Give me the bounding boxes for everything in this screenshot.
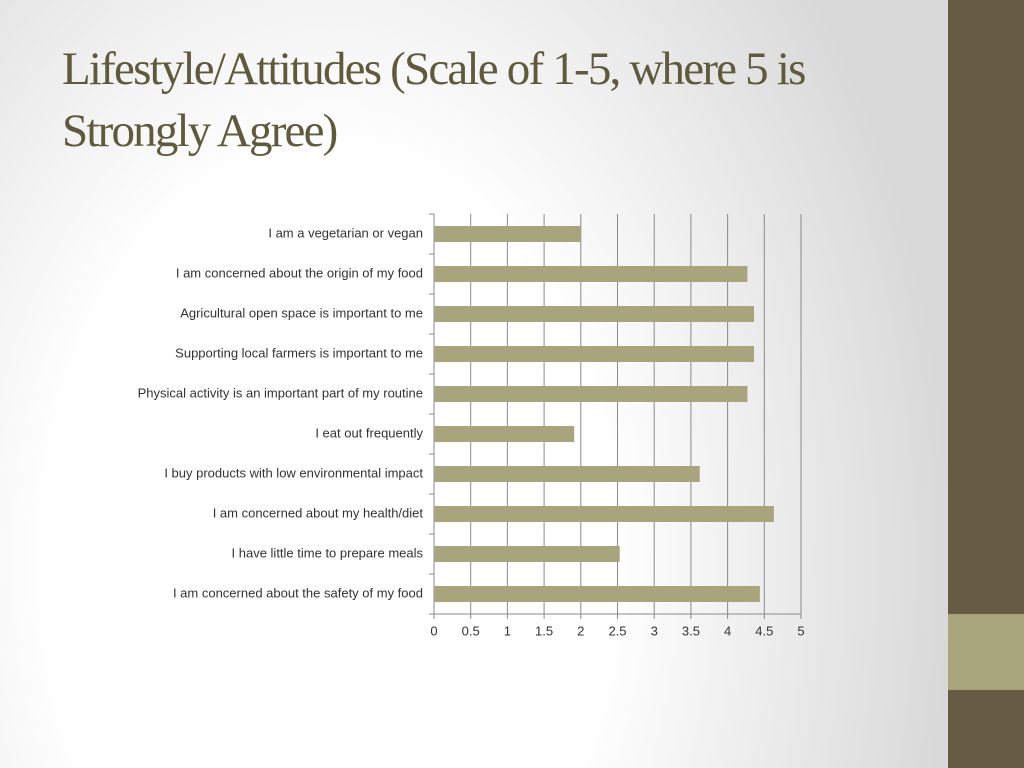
bar <box>434 506 774 522</box>
x-tick-label: 3.5 <box>682 623 700 638</box>
y-tick-label: I am concerned about the safety of my fo… <box>173 585 423 600</box>
y-tick-label: I eat out frequently <box>315 425 423 440</box>
side-accent <box>948 614 1024 690</box>
bar <box>434 226 581 242</box>
x-tick-label: 2 <box>577 623 584 638</box>
x-tick-label: 3 <box>651 623 658 638</box>
y-tick-label: Agricultural open space is important to … <box>180 305 423 320</box>
y-tick-label: I am a vegetarian or vegan <box>268 225 423 240</box>
y-tick-label: Supporting local farmers is important to… <box>175 345 423 360</box>
bar <box>434 346 755 362</box>
x-tick-label: 0.5 <box>462 623 480 638</box>
bar <box>434 266 748 282</box>
bar <box>434 426 575 442</box>
y-tick-label: I have little time to prepare meals <box>232 545 424 560</box>
bar <box>434 306 755 322</box>
y-tick-label: I am concerned about the origin of my fo… <box>176 265 423 280</box>
x-tick-label: 4.5 <box>755 623 773 638</box>
x-tick-label: 2.5 <box>608 623 626 638</box>
y-tick-label: I buy products with low environmental im… <box>164 465 423 480</box>
x-tick-label: 5 <box>797 623 804 638</box>
y-tick-label: I am concerned about my health/diet <box>213 505 424 520</box>
x-tick-label: 1.5 <box>535 623 553 638</box>
bar <box>434 466 700 482</box>
x-tick-label: 4 <box>724 623 731 638</box>
chart-title: Lifestyle/Attitudes (Scale of 1-5, where… <box>62 43 806 157</box>
bar <box>434 386 748 402</box>
bar <box>434 546 620 562</box>
x-tick-label: 0 <box>430 623 437 638</box>
bar <box>434 586 760 602</box>
x-tick-label: 1 <box>504 623 511 638</box>
y-tick-label: Physical activity is an important part o… <box>138 385 423 400</box>
